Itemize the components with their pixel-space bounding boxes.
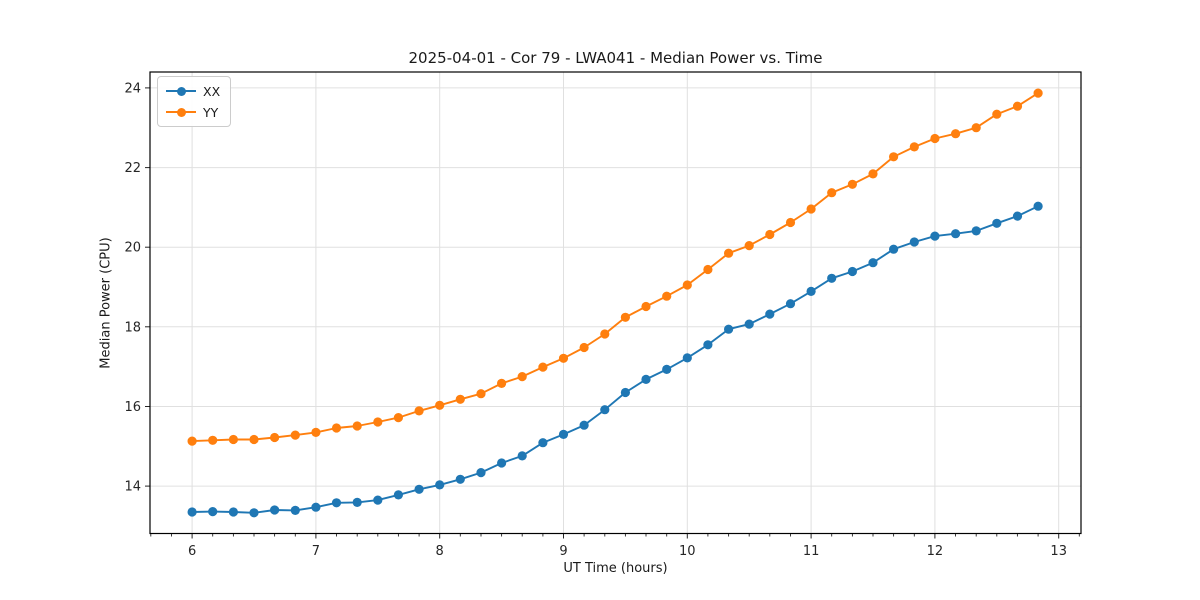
svg-text:12: 12 <box>927 544 944 559</box>
legend-item-yy: YY <box>166 103 220 121</box>
svg-text:9: 9 <box>559 544 567 559</box>
svg-text:7: 7 <box>312 544 320 559</box>
svg-text:24: 24 <box>124 81 141 96</box>
svg-text:18: 18 <box>124 320 141 335</box>
legend-label-yy: YY <box>203 104 219 120</box>
svg-text:16: 16 <box>124 400 141 415</box>
legend: XX YY <box>157 76 232 127</box>
svg-text:10: 10 <box>679 544 696 559</box>
legend-label-xx: XX <box>203 83 221 99</box>
legend-item-xx: XX <box>166 82 220 100</box>
yy-line-marker-icon <box>166 107 196 117</box>
svg-text:11: 11 <box>803 544 820 559</box>
x-axis-label: UT Time (hours) <box>563 561 668 576</box>
svg-text:8: 8 <box>436 544 444 559</box>
xx-line-marker-icon <box>166 86 196 96</box>
svg-text:6: 6 <box>188 544 196 559</box>
chart-title: 2025-04-01 - Cor 79 - LWA041 - Median Po… <box>408 49 823 67</box>
svg-text:14: 14 <box>124 480 141 495</box>
svg-text:20: 20 <box>124 241 141 256</box>
svg-text:22: 22 <box>124 161 141 176</box>
y-axis-label: Median Power (CPU) <box>98 237 114 369</box>
svg-text:13: 13 <box>1050 544 1067 559</box>
